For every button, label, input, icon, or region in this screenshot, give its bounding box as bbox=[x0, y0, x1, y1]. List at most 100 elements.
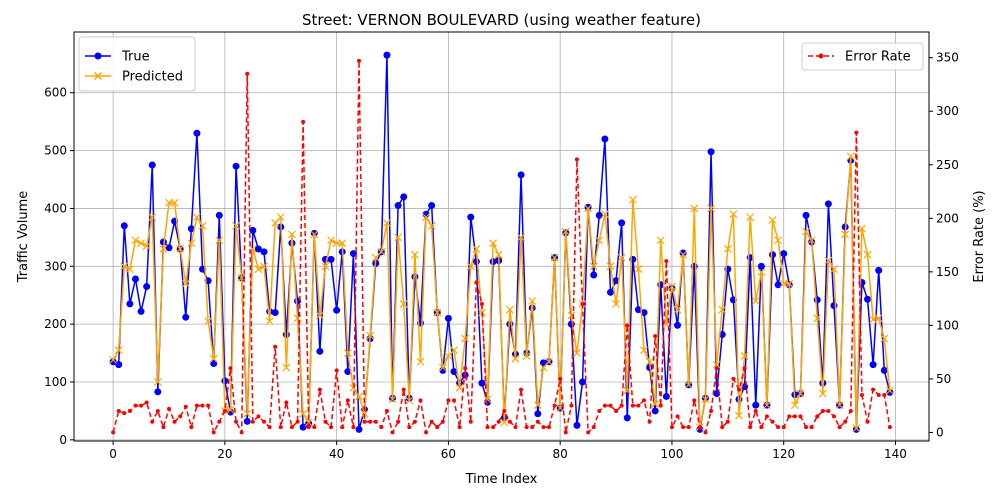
data-point-error-rate bbox=[217, 419, 222, 424]
legend-left: True Predicted bbox=[78, 36, 196, 92]
data-point-error-rate bbox=[748, 425, 753, 430]
data-point-true bbox=[148, 161, 156, 169]
data-point-true bbox=[143, 283, 151, 291]
data-point-predicted bbox=[193, 213, 201, 222]
data-point-error-rate bbox=[144, 400, 149, 405]
data-point-error-rate bbox=[602, 403, 607, 408]
data-point-predicted bbox=[114, 346, 123, 355]
data-point-predicted bbox=[360, 409, 369, 418]
data-point-predicted bbox=[729, 210, 738, 219]
y2-axis-ticks: 0 50 100 150 200 250 300 350 bbox=[929, 51, 959, 439]
data-point-predicted bbox=[120, 262, 129, 271]
data-point-error-rate bbox=[513, 425, 518, 430]
data-point-predicted bbox=[438, 363, 447, 372]
data-point-predicted bbox=[416, 357, 425, 366]
data-point-error-rate bbox=[178, 414, 183, 419]
data-point-true bbox=[383, 51, 391, 59]
data-point-true bbox=[254, 245, 262, 253]
data-point-predicted bbox=[137, 239, 145, 248]
data-point-true bbox=[830, 302, 838, 310]
data-point-error-rate bbox=[781, 425, 786, 430]
data-point-true bbox=[478, 379, 486, 387]
data-point-true bbox=[618, 219, 626, 227]
data-point-error-rate bbox=[446, 398, 451, 403]
data-point-predicted bbox=[366, 331, 375, 340]
legend-predicted-marker bbox=[93, 71, 103, 81]
data-point-error-rate bbox=[127, 409, 132, 414]
data-point-predicted bbox=[349, 383, 358, 392]
data-point-true bbox=[517, 171, 525, 179]
x-tick-label: 0 bbox=[109, 447, 117, 461]
data-point-error-rate bbox=[759, 425, 764, 430]
data-point-predicted bbox=[573, 349, 581, 357]
data-point-true bbox=[601, 135, 609, 143]
data-point-error-rate bbox=[172, 419, 177, 424]
data-point-true bbox=[428, 202, 436, 210]
data-point-error-rate bbox=[798, 414, 803, 419]
data-point-predicted bbox=[858, 224, 866, 233]
data-point-predicted bbox=[595, 236, 604, 245]
data-point-error-rate bbox=[317, 387, 322, 392]
data-point-predicted bbox=[343, 349, 352, 357]
data-point-error-rate bbox=[412, 419, 417, 424]
data-point-predicted bbox=[790, 401, 799, 410]
data-point-error-rate bbox=[530, 425, 535, 430]
data-point-predicted bbox=[254, 265, 263, 274]
data-point-error-rate bbox=[468, 419, 473, 424]
data-point-error-rate bbox=[373, 419, 378, 424]
data-point-true bbox=[579, 378, 587, 386]
data-point-predicted bbox=[813, 314, 822, 323]
x-tick-label: 140 bbox=[884, 447, 907, 461]
data-point-error-rate bbox=[614, 409, 619, 414]
data-point-error-rate bbox=[306, 425, 311, 430]
data-point-predicted bbox=[299, 409, 308, 418]
data-point-true bbox=[344, 368, 352, 376]
data-point-true bbox=[165, 244, 173, 252]
data-point-error-rate bbox=[675, 414, 680, 419]
y2-axis-label: Error Rate (%) bbox=[972, 190, 987, 282]
data-point-predicted bbox=[690, 204, 699, 213]
data-point-error-rate bbox=[262, 419, 266, 424]
data-point-predicted bbox=[785, 279, 794, 288]
data-point-error-rate bbox=[150, 419, 155, 424]
data-point-true bbox=[623, 414, 631, 422]
data-point-error-rate bbox=[206, 403, 211, 408]
data-point-predicted bbox=[494, 250, 503, 259]
data-point-true bbox=[299, 423, 307, 431]
data-point-predicted bbox=[282, 363, 291, 372]
y2-tick-label: 0 bbox=[936, 425, 944, 439]
data-point-predicted bbox=[153, 378, 162, 386]
data-point-true bbox=[221, 377, 229, 385]
data-point-predicted bbox=[405, 396, 414, 405]
data-point-predicted bbox=[584, 204, 593, 213]
data-point-true bbox=[752, 401, 760, 409]
x-tick-label: 120 bbox=[772, 447, 795, 461]
y2-tick-label: 150 bbox=[936, 265, 959, 279]
y2-tick-label: 200 bbox=[936, 211, 959, 225]
data-point-error-rate bbox=[826, 409, 831, 414]
data-point-error-rate bbox=[558, 376, 563, 381]
data-point-true bbox=[355, 425, 363, 433]
data-point-predicted bbox=[589, 262, 598, 271]
data-point-predicted bbox=[489, 239, 498, 248]
data-point-error-rate bbox=[574, 157, 579, 162]
data-point-predicted bbox=[427, 221, 436, 230]
y-tick-label: 200 bbox=[44, 317, 67, 331]
y-axis-ticks: 0 100 200 300 400 500 600 bbox=[44, 86, 74, 447]
x-tick-label: 20 bbox=[217, 447, 232, 461]
x-tick-label: 60 bbox=[441, 447, 456, 461]
data-point-error-rate bbox=[709, 409, 714, 414]
data-point-error-rate bbox=[222, 409, 227, 414]
data-point-error-rate bbox=[457, 425, 462, 430]
data-point-error-rate bbox=[720, 425, 725, 430]
data-point-error-rate bbox=[815, 414, 820, 419]
data-point-predicted bbox=[623, 386, 632, 395]
data-point-error-rate bbox=[776, 425, 781, 430]
data-point-true bbox=[316, 347, 324, 355]
data-point-predicted bbox=[260, 262, 268, 271]
data-point-predicted bbox=[422, 213, 430, 222]
data-point-error-rate bbox=[608, 403, 613, 408]
data-point-error-rate bbox=[239, 430, 244, 435]
data-point-predicted bbox=[204, 317, 213, 326]
data-point-predicted bbox=[500, 418, 509, 427]
